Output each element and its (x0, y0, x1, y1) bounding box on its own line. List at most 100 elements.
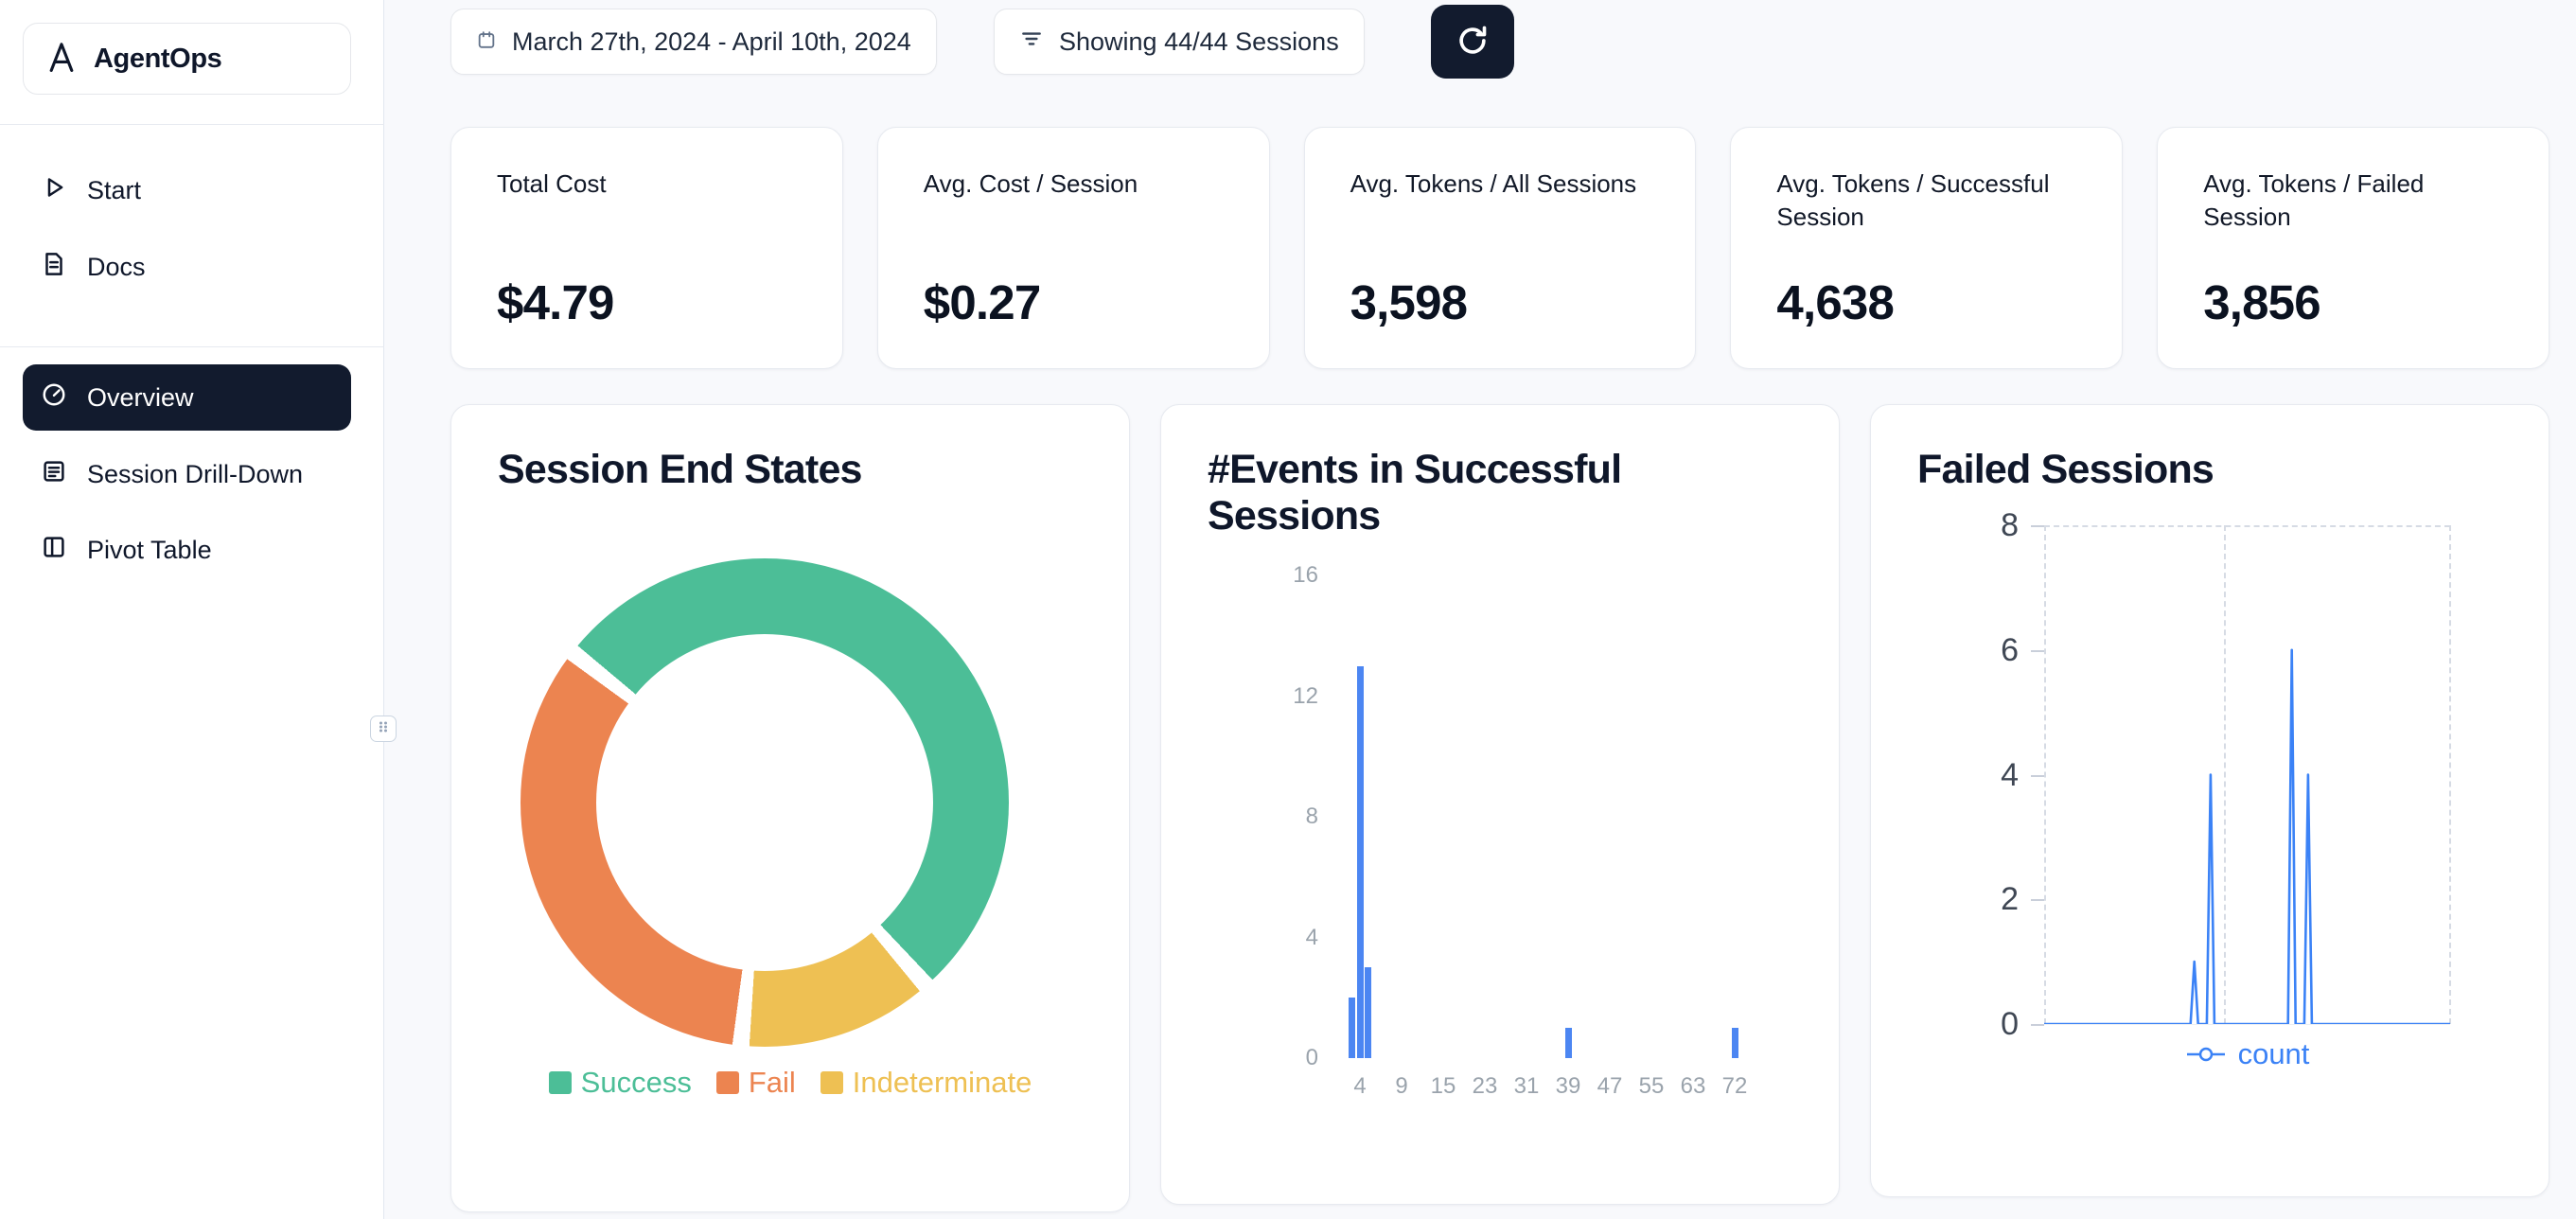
y-axis-tick (2031, 1024, 2044, 1026)
stat-value: 4,638 (1776, 275, 1895, 329)
y-axis-label: 0 (2001, 1006, 2019, 1042)
x-axis-label: 9 (1395, 1073, 1408, 1099)
calendar-icon (476, 27, 497, 57)
sidebar-item-session-drill-down[interactable]: Session Drill-Down (23, 443, 351, 505)
sidebar-item-label: Overview (87, 382, 194, 412)
stat-label: Total Cost (497, 169, 607, 198)
x-axis-label: 4 (1353, 1073, 1367, 1099)
x-axis-label: 72 (1721, 1073, 1748, 1099)
stat-label: Avg. Tokens / All Sessions (1350, 169, 1637, 198)
legend-item-fail[interactable]: Fail (715, 1066, 796, 1100)
bar (1356, 665, 1364, 1058)
stat-card-total-cost: Total Cost $4.79 (450, 127, 843, 369)
y-axis-tick (2031, 649, 2044, 652)
logo[interactable]: AgentOps (23, 23, 351, 95)
legend-label: Fail (748, 1066, 796, 1099)
y-axis-tick (2031, 525, 2044, 527)
bar (1365, 967, 1372, 1058)
refresh-button[interactable] (1431, 5, 1514, 79)
legend-item-success[interactable]: Success (548, 1066, 692, 1100)
stat-card-avg-cost-session: Avg. Cost / Session $0.27 (876, 127, 1270, 369)
sidebar-item-overview[interactable]: Overview (23, 364, 351, 431)
y-axis-label: 8 (1305, 804, 1318, 829)
failed-sessions-card: Failed Sessions count 0 2 4 6 8 (1870, 404, 2550, 1197)
gauge-icon (40, 380, 68, 415)
y-axis-tick (2031, 899, 2044, 902)
date-range-button[interactable]: March 27th, 2024 - April 10th, 2024 (450, 9, 937, 75)
sidebar-divider (0, 346, 384, 347)
legend-label: Success (580, 1066, 692, 1099)
stat-value: 3,856 (2203, 275, 2320, 329)
y-axis-label: 6 (2001, 631, 2019, 668)
sidebar-item-label: Pivot Table (87, 535, 212, 564)
y-axis-label: 8 (2001, 507, 2019, 543)
chart-title: #Events in Successful Sessions (1208, 447, 1622, 539)
x-axis-label: 31 (1513, 1073, 1540, 1099)
grid-line-horizontal (2044, 525, 2450, 527)
sessions-filter-button[interactable]: Showing 44/44 Sessions (994, 9, 1365, 75)
bar (1564, 1028, 1572, 1058)
y-axis-tick (2031, 774, 2044, 777)
columns-icon (40, 533, 68, 568)
bar (1731, 1028, 1738, 1058)
agentops-logo-icon (44, 40, 79, 79)
grid-line-vertical (2044, 525, 2046, 1024)
x-axis-label: 23 (1472, 1073, 1498, 1099)
stat-label: Avg. Tokens / Successful Session (1776, 169, 2050, 232)
legend-swatch-icon (548, 1071, 572, 1094)
sidebar-item-label: Start (87, 175, 142, 204)
line-legend-count[interactable]: count (2044, 1037, 2450, 1071)
stat-label: Avg. Tokens / Failed Session (2203, 169, 2425, 232)
sidebar-item-label: Docs (87, 252, 146, 281)
stat-label: Avg. Cost / Session (923, 169, 1138, 198)
legend-swatch-icon (715, 1071, 739, 1094)
sidebar-item-label: Session Drill-Down (87, 459, 304, 488)
legend-label: Indeterminate (852, 1066, 1032, 1099)
events-chart-card: #Events in Successful Sessions 0 4 8 12 16 4 9… (1160, 404, 1840, 1205)
chart-title: Session End States (498, 447, 862, 492)
y-axis-label: 16 (1293, 562, 1318, 588)
sidebar-item-pivot-table[interactable]: Pivot Table (23, 519, 351, 581)
y-axis-label: 2 (2001, 881, 2019, 918)
y-axis-label: 0 (1305, 1045, 1318, 1070)
grip-icon (376, 719, 391, 739)
donut-legend: Success Fail Indeterminate (451, 1066, 1129, 1100)
play-icon (40, 173, 68, 208)
y-axis-label: 12 (1293, 682, 1318, 709)
line-legend-marker-icon (2185, 1044, 2227, 1065)
docs-icon (40, 250, 68, 285)
x-axis-label: 63 (1680, 1073, 1706, 1099)
grid-line-vertical (2224, 525, 2226, 1024)
line-legend-label: count (2237, 1037, 2310, 1070)
stat-value: $0.27 (923, 275, 1041, 329)
x-axis-label: 55 (1638, 1073, 1665, 1099)
y-axis-label: 4 (2001, 756, 2019, 793)
report-icon (40, 457, 68, 492)
stat-value: $4.79 (497, 275, 614, 329)
stat-card-avg-tokens-failed: Avg. Tokens / Failed Session 3,856 (2157, 127, 2550, 369)
logo-text: AgentOps (94, 43, 222, 74)
stats-row: Total Cost $4.79 Avg. Cost / Session $0.… (450, 127, 2550, 369)
session-end-states-donut[interactable] (520, 558, 1009, 1047)
session-end-states-card: Session End States Success Fail Indetermin… (450, 404, 1130, 1212)
legend-item-indeterminate[interactable]: Indeterminate (820, 1066, 1032, 1100)
y-axis-label: 4 (1305, 924, 1318, 950)
x-axis-line (2044, 1024, 2450, 1025)
sidebar-item-start[interactable]: Start (23, 159, 351, 221)
chart-title: Failed Sessions (1917, 447, 2214, 492)
sessions-filter-label: Showing 44/44 Sessions (1059, 26, 1339, 56)
stat-card-avg-tokens-all: Avg. Tokens / All Sessions 3,598 (1303, 127, 1697, 369)
sidebar-item-docs[interactable]: Docs (23, 236, 351, 298)
bar (1348, 998, 1355, 1058)
charts-row: Session End States Success Fail Indetermin… (450, 404, 2550, 1212)
sidebar: AgentOps Start Docs (0, 0, 384, 1219)
stat-value: 3,598 (1350, 275, 1468, 329)
sidebar-resize-handle[interactable] (370, 716, 397, 742)
date-range-label: March 27th, 2024 - April 10th, 2024 (512, 26, 911, 56)
filter-icon (1019, 26, 1044, 58)
x-axis-label: 39 (1555, 1073, 1581, 1099)
failed-sessions-line (2044, 648, 2450, 1024)
stat-card-avg-tokens-successful: Avg. Tokens / Successful Session 4,638 (1730, 127, 2124, 369)
legend-swatch-icon (820, 1071, 843, 1094)
